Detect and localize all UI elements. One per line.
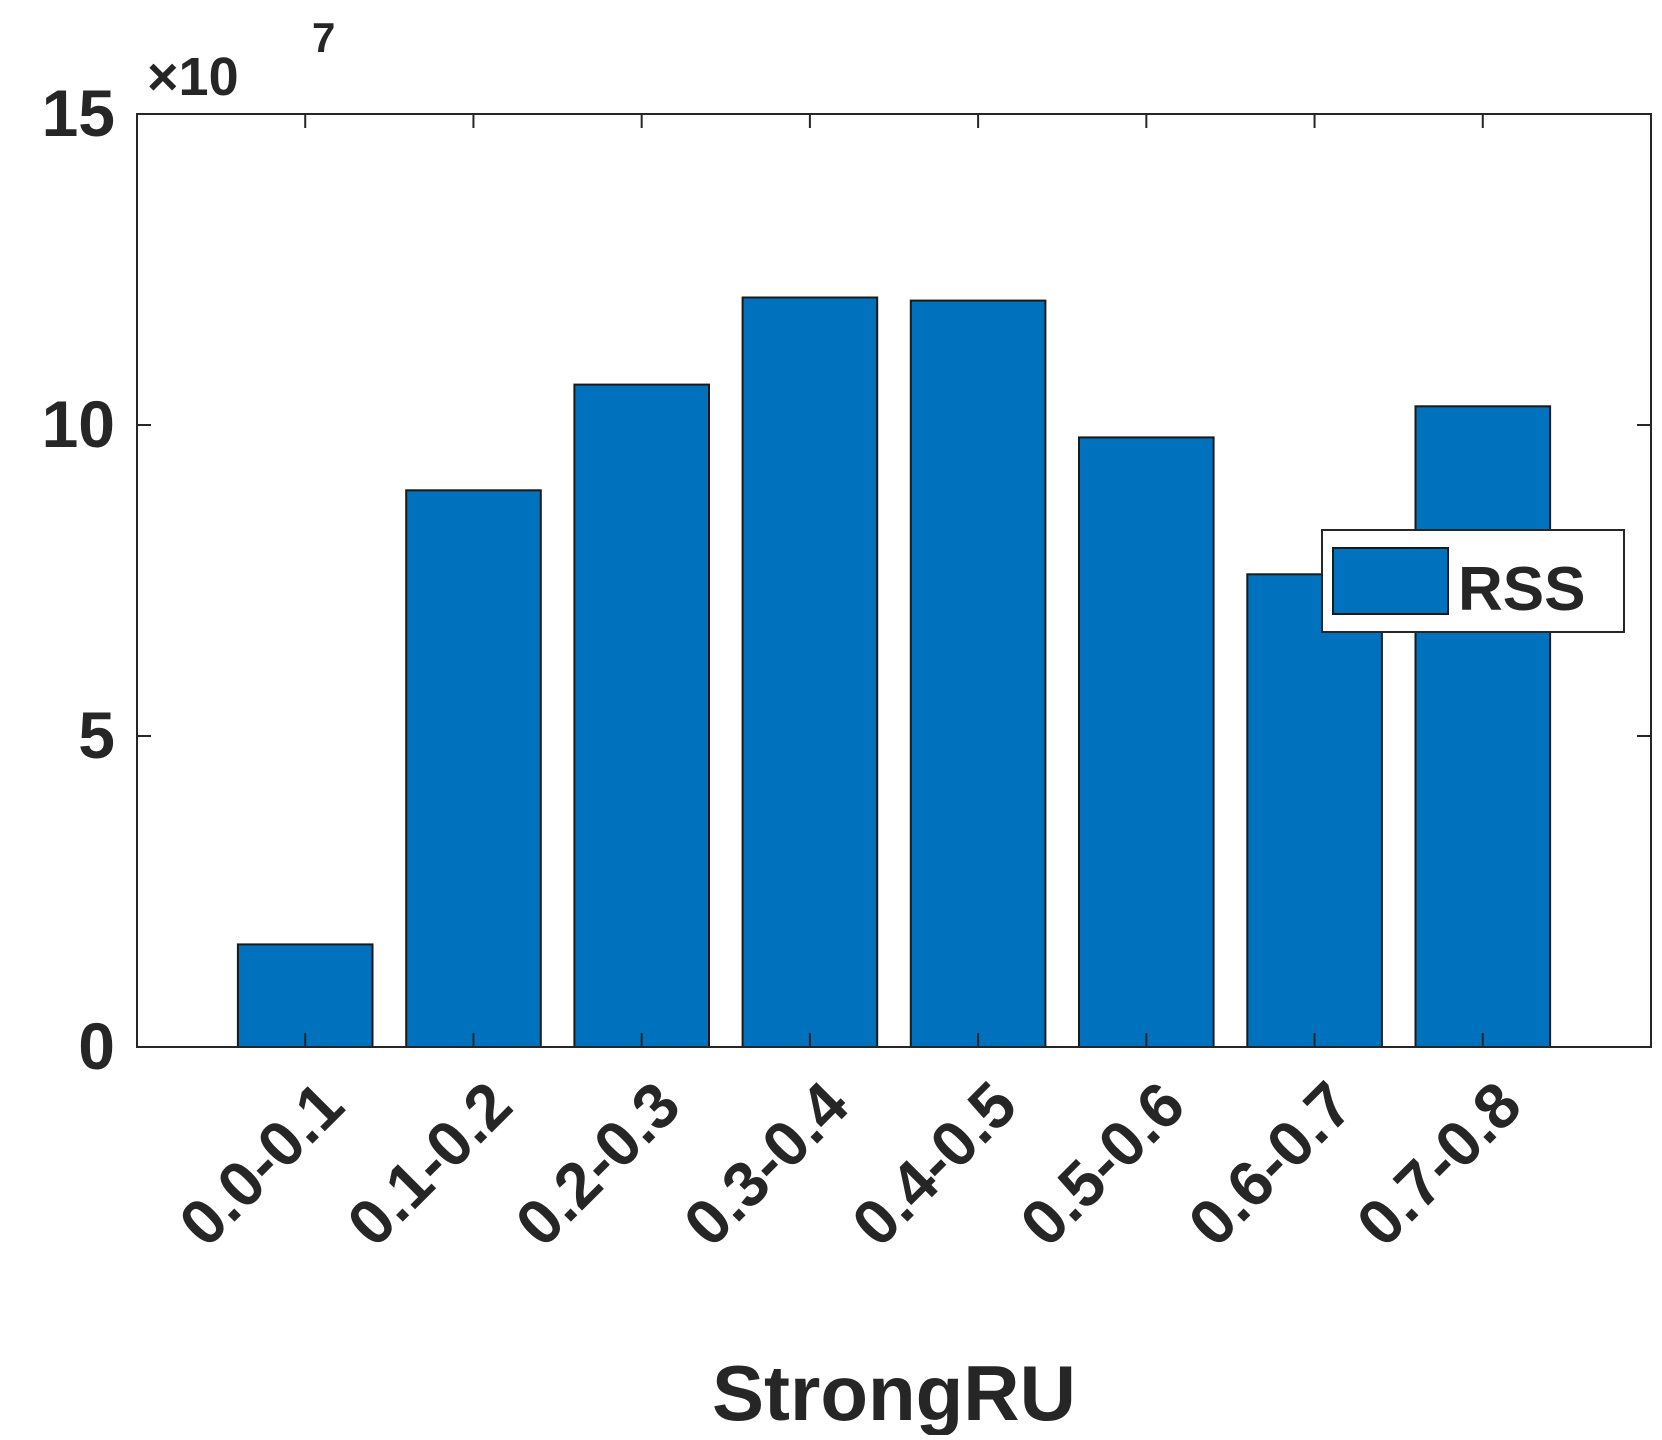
x-tick-label: 0.4-0.5	[838, 1068, 1030, 1260]
bar-0.0-0.1	[236, 943, 374, 1049]
x-tick-label: 0.0-0.1	[165, 1068, 357, 1260]
bar-0.5-0.6	[1078, 436, 1215, 1048]
bar-0.3-0.4	[741, 296, 879, 1048]
y-tick-label: 0	[78, 1009, 115, 1083]
axes-box	[136, 113, 1652, 1048]
bar-0.7-0.8	[1414, 405, 1552, 1048]
x-tick-label: 0.5-0.6	[1006, 1068, 1198, 1260]
labels-layer: ×10 7 StrongRU	[147, 14, 1076, 1437]
y-tick-label: 5	[78, 698, 115, 772]
x-tick-label: 0.1-0.2	[334, 1068, 526, 1260]
x-tick-label: 0.7-0.8	[1343, 1068, 1535, 1260]
x-tick-label: 0.2-0.3	[502, 1068, 694, 1260]
bars-layer	[236, 296, 1552, 1049]
legend-swatch-rss	[1332, 547, 1449, 615]
y-tick-label: 15	[42, 76, 115, 150]
bar-0.1-0.2	[405, 489, 542, 1048]
legend-label-rss: RSS	[1458, 555, 1585, 624]
bar-0.2-0.3	[573, 383, 711, 1049]
bar-0.6-0.7	[1246, 573, 1383, 1048]
x-axis-label: StrongRU	[712, 1349, 1076, 1435]
legend: RSS	[1321, 529, 1625, 633]
x-tick-label: 0.6-0.7	[1175, 1068, 1367, 1260]
y-exponent-base: ×10	[147, 47, 239, 107]
x-tick-label: 0.3-0.4	[670, 1068, 862, 1260]
y-tick-label: 10	[42, 387, 115, 461]
bar-0.4-0.5	[909, 299, 1047, 1049]
y-exponent-power: 7	[312, 14, 335, 61]
